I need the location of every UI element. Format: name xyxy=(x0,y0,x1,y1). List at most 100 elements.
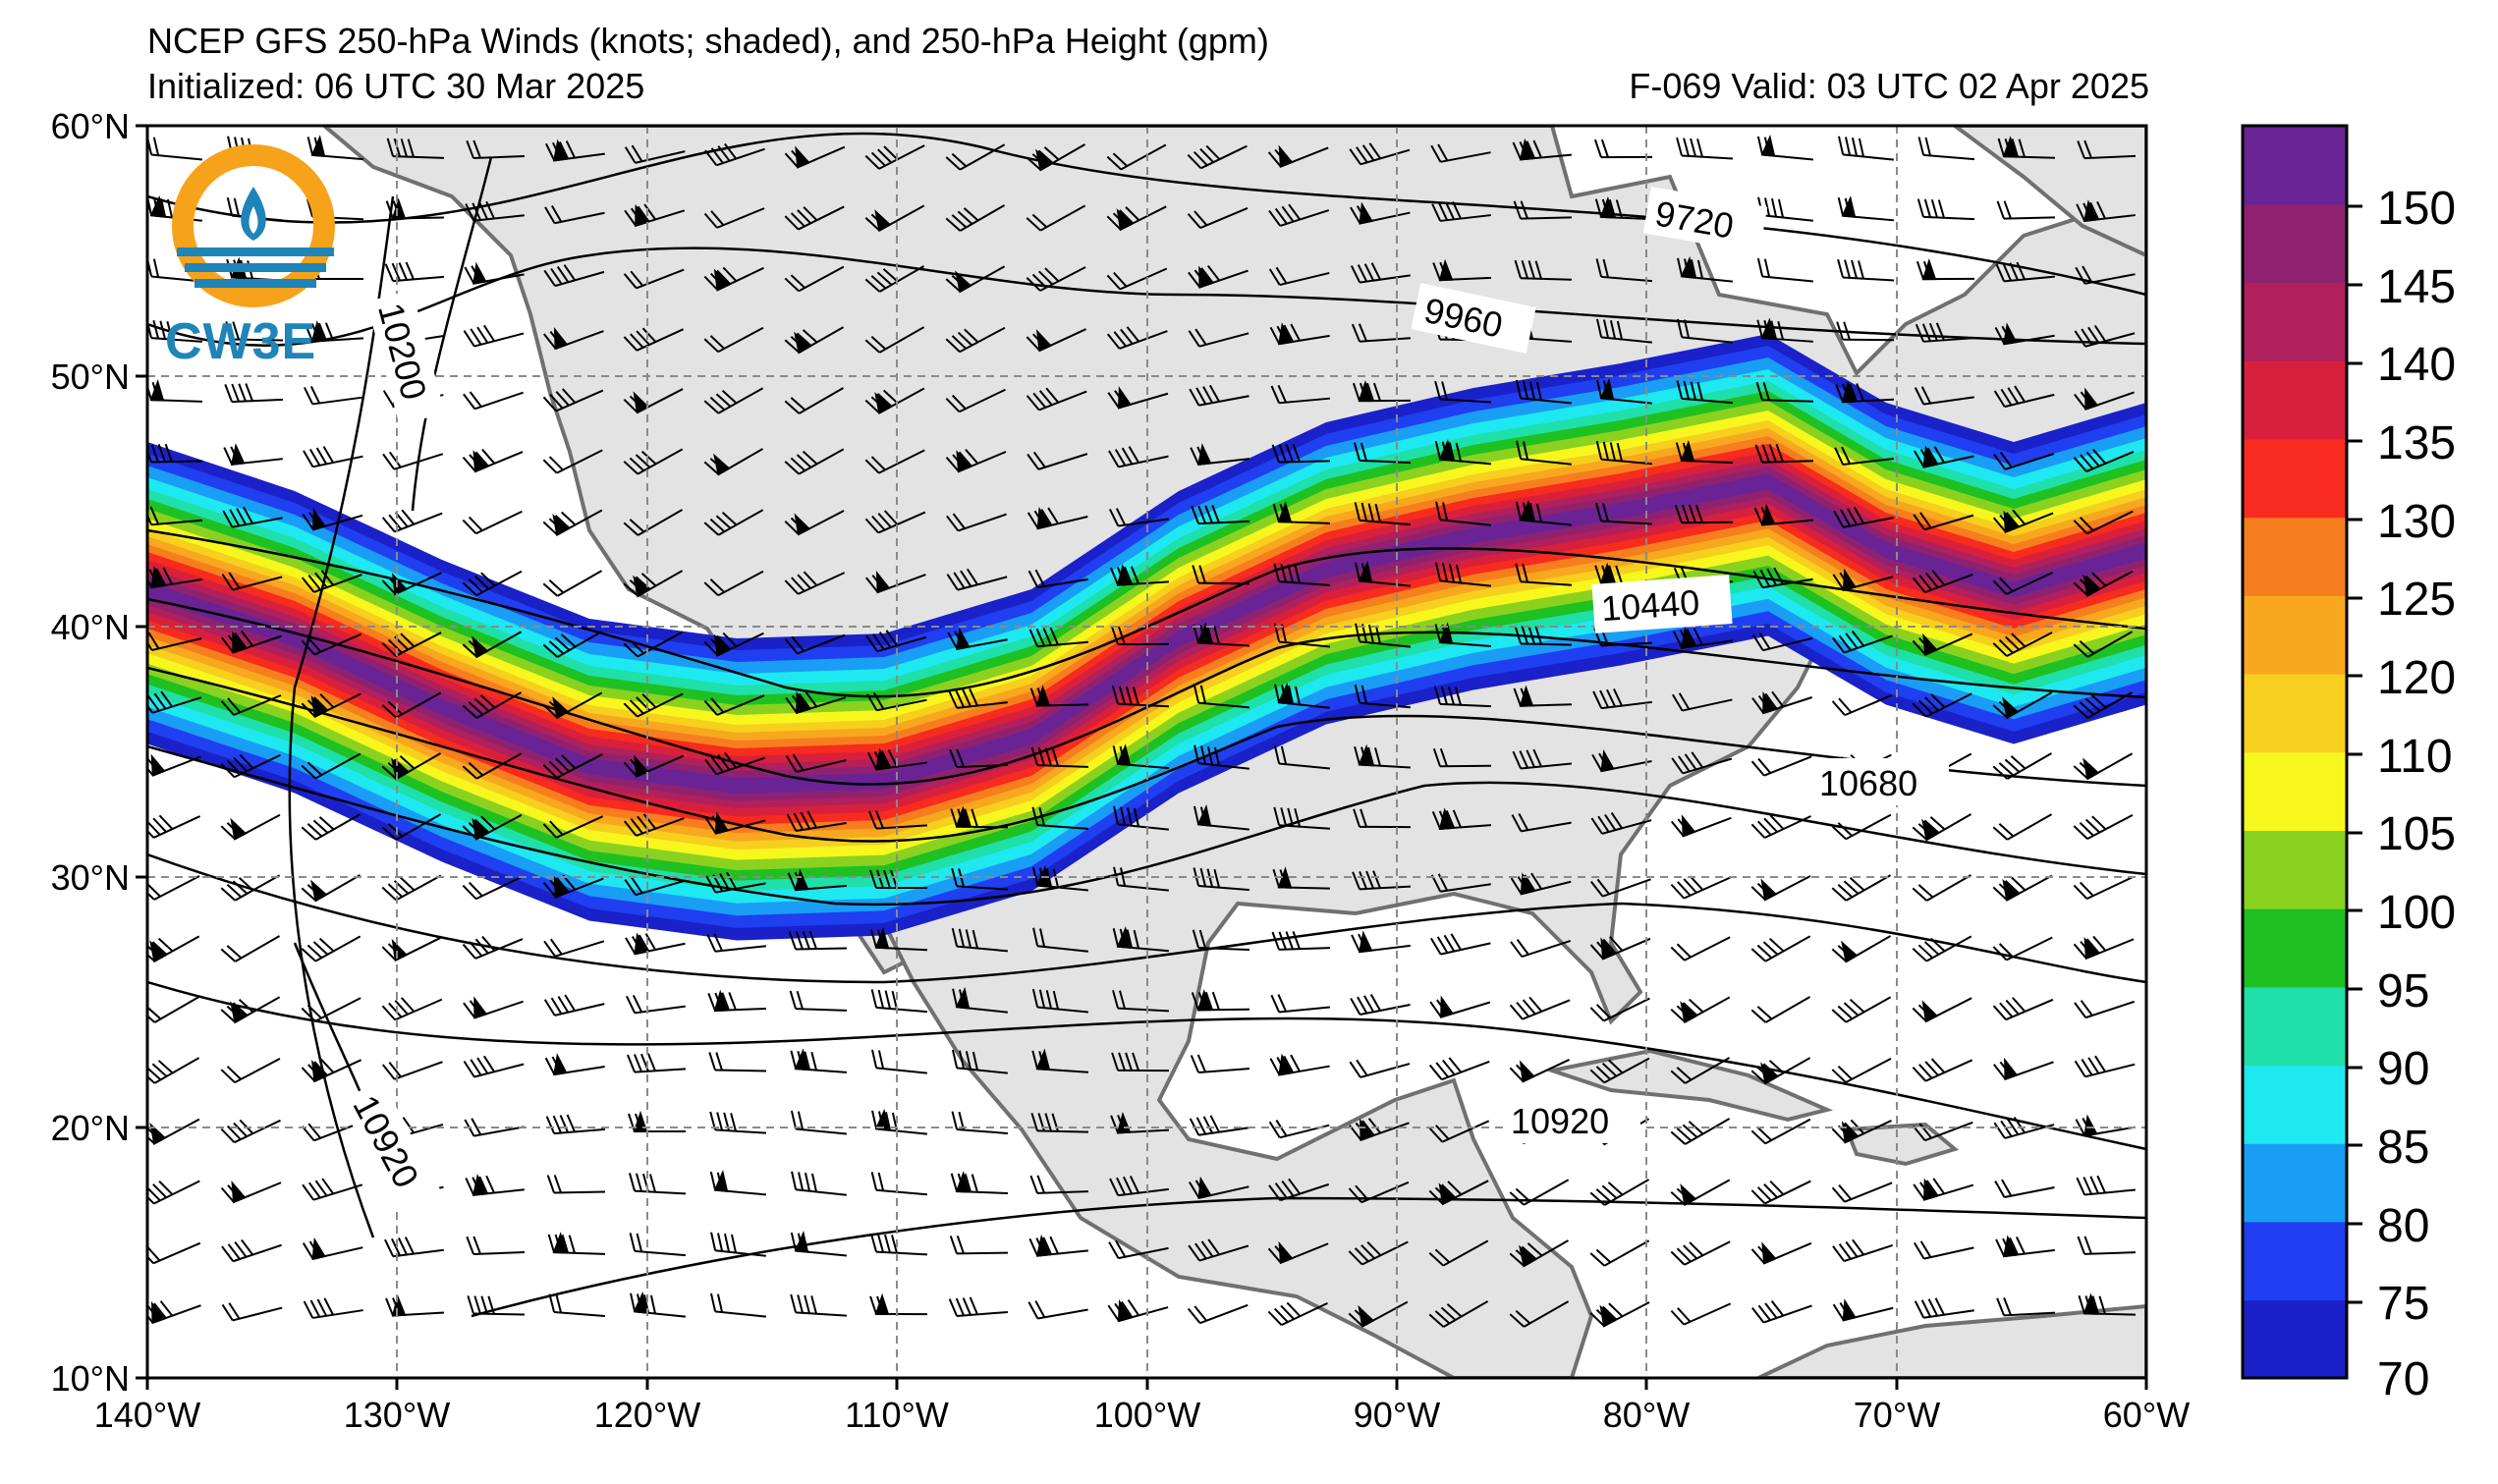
wind-barb xyxy=(1268,266,1330,287)
wind-barb xyxy=(1267,1301,1328,1327)
wind-barb xyxy=(623,509,684,536)
lon-label: 70°W xyxy=(1854,1395,1940,1435)
wind-barb xyxy=(1756,317,1814,343)
wind-barb xyxy=(305,320,364,343)
wind-barb xyxy=(784,448,845,475)
wind-barb xyxy=(1191,989,1250,1012)
wind-barb xyxy=(1109,564,1170,586)
wind-barb xyxy=(147,814,201,839)
wind-barb xyxy=(1589,1179,1650,1206)
wind-barb xyxy=(381,813,442,841)
wind-barb xyxy=(1672,626,1733,649)
wind-barb xyxy=(1509,1059,1570,1083)
wind-barb xyxy=(1751,1300,1812,1324)
colorbar-label: 85 xyxy=(2377,1122,2429,1174)
logo-wave-icon xyxy=(194,279,316,288)
wind-barb xyxy=(381,1061,443,1080)
wind-barb xyxy=(703,570,764,597)
wind-barb xyxy=(302,1237,363,1261)
wind-barb xyxy=(704,142,765,167)
wind-barb xyxy=(1430,933,1491,956)
wind-barb xyxy=(462,875,523,901)
wind-barb xyxy=(707,989,767,1013)
wind-barb xyxy=(1350,201,1411,225)
wind-barb xyxy=(1193,622,1250,647)
chart-title: NCEP GFS 250-hPa Winds (knots; shaded), … xyxy=(147,21,1269,61)
wind-barb xyxy=(1912,692,1972,718)
height-contour xyxy=(147,744,2146,907)
wind-barb xyxy=(1268,203,1330,227)
contour-label-10440: 10440 xyxy=(1600,581,1701,629)
wind-barb xyxy=(945,388,1006,413)
wind-barb xyxy=(1672,692,1733,712)
wind-barb xyxy=(1756,257,1813,283)
wind-barb xyxy=(623,570,684,598)
wind-barb xyxy=(1996,1296,2056,1317)
wind-barb xyxy=(302,508,363,531)
wind-barb xyxy=(147,632,202,651)
wind-barb xyxy=(542,691,603,720)
wind-barb xyxy=(1915,322,1975,343)
lon-label: 130°W xyxy=(344,1395,450,1435)
wind-barb xyxy=(1509,1239,1570,1268)
wind-barb xyxy=(1029,1175,1089,1194)
wind-barb xyxy=(1113,805,1169,831)
wind-barb xyxy=(704,751,765,776)
wind-barb xyxy=(1111,686,1170,708)
wind-barb xyxy=(1992,752,2053,780)
wind-barb xyxy=(1995,261,2055,283)
wind-barb xyxy=(221,572,283,591)
wind-barb xyxy=(1031,1048,1089,1073)
wind-barb xyxy=(1750,996,1811,1023)
wind-barb xyxy=(703,266,764,292)
colorbar-label: 90 xyxy=(2377,1043,2429,1095)
wind-barb xyxy=(790,1110,847,1135)
lat-label: 50°N xyxy=(51,357,130,397)
contour-label-10680: 10680 xyxy=(1819,763,1917,803)
wind-barb xyxy=(1835,380,1895,404)
wind-barb xyxy=(1838,136,1894,161)
wind-barb xyxy=(864,570,926,594)
colorbar-segment xyxy=(2243,360,2347,440)
wind-barb xyxy=(706,933,766,953)
wind-barb xyxy=(1431,807,1492,831)
wind-barb xyxy=(1428,1300,1489,1328)
wind-barb xyxy=(864,510,926,534)
colorbar-label: 140 xyxy=(2377,339,2456,391)
height-contour xyxy=(288,195,395,1238)
wind-barb xyxy=(1515,379,1572,405)
wind-barb xyxy=(1912,813,1972,842)
colorbar-segment xyxy=(2243,1065,2347,1144)
wind-barb xyxy=(1193,803,1249,831)
colorbar-label: 120 xyxy=(2377,652,2456,704)
wind-barb xyxy=(1026,387,1087,412)
wind-barb xyxy=(1348,1300,1409,1328)
wind-barb xyxy=(1755,381,1814,403)
wind-barb xyxy=(784,145,846,169)
wind-barb xyxy=(220,1119,281,1144)
wind-barb xyxy=(147,566,202,589)
wind-barb xyxy=(949,748,1009,769)
wind-barb xyxy=(1188,264,1249,289)
wind-barb xyxy=(1109,1176,1169,1197)
wind-barb xyxy=(1273,563,1331,586)
wind-barb xyxy=(869,926,928,952)
wind-barb xyxy=(1354,502,1411,526)
wind-barb xyxy=(1831,1182,1893,1203)
wind-barb xyxy=(465,1174,525,1196)
wind-barb xyxy=(1750,1180,1811,1205)
wind-barb xyxy=(703,632,764,657)
wind-barb xyxy=(1836,321,1895,342)
colorbar-segment xyxy=(2243,830,2347,909)
wind-barb xyxy=(1670,1118,1731,1145)
colorbar-segment xyxy=(2243,673,2347,753)
wind-barb xyxy=(2074,324,2136,348)
wind-barb xyxy=(1348,1240,1409,1266)
wind-barb xyxy=(544,204,605,225)
wind-barb xyxy=(1756,135,1813,161)
lat-label: 10°N xyxy=(51,1358,130,1399)
axis-ticks xyxy=(136,124,2148,1390)
wind-barb xyxy=(463,1055,525,1078)
lat-label: 40°N xyxy=(51,607,130,647)
wind-barb xyxy=(1110,626,1170,646)
